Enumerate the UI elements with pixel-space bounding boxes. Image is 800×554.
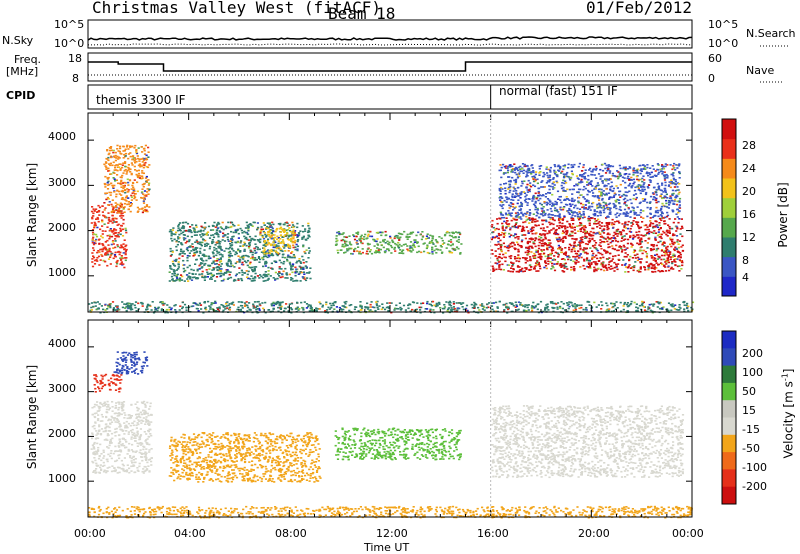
cpid-label: CPID xyxy=(6,89,36,102)
power-cbar-band-8 xyxy=(722,119,736,140)
freq-trace xyxy=(88,61,692,72)
power-cbar-band-4 xyxy=(722,197,736,218)
velocity-region-4 xyxy=(334,427,462,461)
vel-cbar-band-9 xyxy=(722,486,736,505)
power-cbar-band-0 xyxy=(722,276,736,297)
vel-cbar-band-7 xyxy=(722,452,736,470)
cpid-segment-1-label: themis 3300 IF xyxy=(96,93,186,107)
power-region-5 xyxy=(490,217,685,273)
power-cbar-band-1 xyxy=(722,256,736,277)
nave-label: Nave xyxy=(746,64,775,77)
nsearch-label: N.Search xyxy=(746,27,796,40)
velocity-region-5 xyxy=(490,405,685,479)
xtick-label-3: 12:00 xyxy=(376,527,408,540)
xtick-label-6: 00:00 xyxy=(672,527,704,540)
nsky-panel-frame xyxy=(87,19,693,49)
power-cbar-tick-4: 12 xyxy=(742,231,756,244)
power-cbar-tick-2: 20 xyxy=(742,185,756,198)
vel-cbar-tick-3: 15 xyxy=(742,404,756,417)
vel-cbar-band-8 xyxy=(722,469,736,488)
nsky-label: N.Sky xyxy=(2,34,34,47)
vel-cbar-tick-1: 100 xyxy=(742,366,763,379)
plot-title: Christmas Valley West (fitACF) xyxy=(92,0,381,17)
xlabel: Time UT xyxy=(364,541,410,554)
freq-panel-frame xyxy=(87,52,693,82)
power-cbar-band-6 xyxy=(722,158,736,179)
vel-cbar-tick-0: 200 xyxy=(742,347,763,360)
power-bg xyxy=(88,113,692,312)
vel-cbar-frame xyxy=(721,330,737,505)
velocity-ytick-3000: 3000 xyxy=(48,382,76,395)
power-cbar-tick-0: 28 xyxy=(742,139,756,152)
xtick-label-1: 04:00 xyxy=(174,527,206,540)
power-cbar-tick-6: 4 xyxy=(742,271,749,284)
vel-cbar-tick-4: -15 xyxy=(742,423,760,436)
vel-cbar-tick-2: 50 xyxy=(742,385,756,398)
velocity-region-3 xyxy=(168,432,322,483)
nave-tick-bottom: 0 xyxy=(708,72,715,85)
power-cbar-frame xyxy=(721,118,737,297)
power-region-3 xyxy=(259,226,297,255)
nsky-tick-top: 10^5 xyxy=(54,18,85,31)
velocity-region-1 xyxy=(93,373,123,393)
velocity-ytick-2000: 2000 xyxy=(48,427,76,440)
velocity-ytick-4000: 4000 xyxy=(48,337,76,350)
velocity-ytick-1000: 1000 xyxy=(48,472,76,485)
vel-cbar-band-6 xyxy=(722,434,736,453)
power-ytick-3000: 3000 xyxy=(48,176,76,189)
xtick-label-0: 00:00 xyxy=(74,527,106,540)
power-cbar-band-7 xyxy=(722,138,736,159)
power-region-6 xyxy=(498,162,682,219)
vel-cbar-band-1 xyxy=(722,348,736,367)
cpid-panel-frame xyxy=(87,84,693,110)
vel-cbar-band-2 xyxy=(722,365,736,384)
nsky-trace xyxy=(87,36,693,41)
power-ytick-4000: 4000 xyxy=(48,130,76,143)
power-region-0 xyxy=(90,203,128,269)
nsky-tick-bottom: 10^0 xyxy=(54,37,85,50)
nsearch-trace xyxy=(88,43,693,46)
vel-cbar-tick-7: -200 xyxy=(742,480,767,493)
xtick-label-5: 20:00 xyxy=(578,527,610,540)
date-label: 01/Feb/2012 xyxy=(586,0,692,17)
xtick-label-2: 08:00 xyxy=(275,527,307,540)
vel-cbar-tick-5: -50 xyxy=(742,442,760,455)
vel-cbar-tick-6: -100 xyxy=(742,461,767,474)
power-cbar-tick-1: 24 xyxy=(742,162,756,175)
power-ytick-1000: 1000 xyxy=(48,266,76,279)
velocity-region-6 xyxy=(88,505,693,519)
beam-label: Beam 18 xyxy=(328,4,396,23)
nave-tick-top: 60 xyxy=(708,52,722,65)
freq-unit-label: [MHz] xyxy=(6,65,39,78)
cpid-segment-2-label: normal (fast) 151 IF xyxy=(499,84,618,98)
velocity-region-2 xyxy=(113,351,149,375)
nsearch-tick-top: 10^5 xyxy=(708,18,739,31)
power-cbar-tick-3: 16 xyxy=(742,208,756,221)
vel-cbar-band-0 xyxy=(722,331,736,349)
freq-label: Freq. xyxy=(14,53,42,66)
nsearch-tick-bottom: 10^0 xyxy=(708,37,739,50)
velocity-region-0 xyxy=(90,400,153,474)
power-cbar-band-2 xyxy=(722,237,736,258)
freq-tick-top: 18 xyxy=(68,52,82,65)
vel-cbar-band-3 xyxy=(722,382,736,401)
freq-tick-bottom: 8 xyxy=(72,72,79,85)
xtick-label-4: 16:00 xyxy=(477,527,509,540)
power-region-1 xyxy=(103,144,151,214)
power-region-4 xyxy=(334,230,463,255)
power-ytick-2000: 2000 xyxy=(48,221,76,234)
power-cbar-band-3 xyxy=(722,217,736,238)
vel-cbar-band-4 xyxy=(722,400,736,418)
power-cbar-tick-5: 8 xyxy=(742,254,749,267)
vel-cbar-band-5 xyxy=(722,417,736,436)
power-cbar-band-5 xyxy=(722,178,736,199)
